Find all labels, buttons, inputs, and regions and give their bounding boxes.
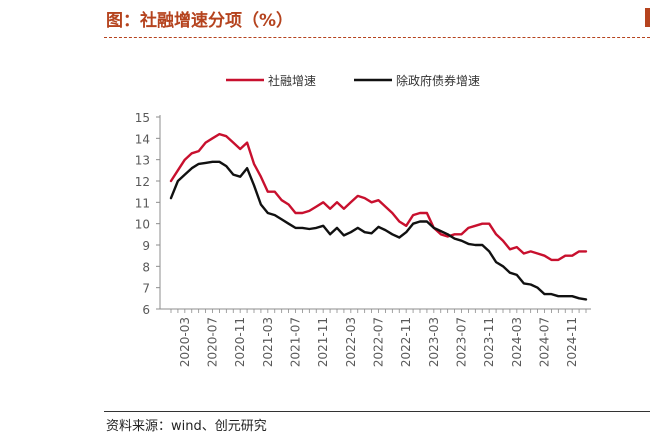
y-tick-label: 10 [135, 218, 150, 232]
series-line-2 [169, 160, 588, 301]
x-tick-label: 2022-11 [399, 317, 413, 367]
y-tick-label: 12 [135, 175, 150, 189]
x-tick-label: 2024-11 [565, 317, 579, 367]
chart-series [169, 132, 588, 301]
y-tick-label: 15 [135, 111, 150, 125]
x-tick-label: 2020-11 [233, 317, 247, 367]
y-tick-label: 7 [142, 282, 150, 296]
x-tick-label: 2021-11 [316, 317, 330, 367]
x-tick-label: 2022-03 [344, 317, 358, 367]
y-tick-label: 9 [142, 239, 150, 253]
x-tick-label: 2021-07 [289, 317, 303, 367]
y-tick-label: 14 [135, 132, 150, 146]
footer-divider [104, 411, 650, 412]
x-tick-label: 2024-03 [510, 317, 524, 367]
x-tick-label: 2022-07 [372, 317, 386, 367]
y-tick-label: 11 [135, 196, 150, 210]
x-tick-label: 2024-07 [538, 317, 552, 367]
x-tick-label: 2023-03 [427, 317, 441, 367]
series-line-1 [169, 132, 588, 262]
x-tick-label: 2020-03 [178, 317, 192, 367]
x-tick-label: 2023-11 [482, 317, 496, 367]
chart-axes: 6 7 8 9 10 11 12 13 14 15 2020-03 2020-07 2020-11 202… [135, 111, 591, 367]
figure-title: 图：社融增速分项（%） [106, 11, 294, 31]
title-divider [104, 37, 650, 38]
y-tick-label: 13 [135, 154, 150, 168]
y-tick-label: 8 [142, 260, 150, 274]
legend-label-2: 除政府债券增速 [396, 73, 480, 88]
y-tick-label: 6 [142, 303, 150, 317]
legend-label-1: 社融增速 [268, 73, 316, 88]
source-note: 资料来源：wind、创元研究 [106, 419, 267, 434]
x-tick-label: 2023-07 [455, 317, 469, 367]
x-tick-label: 2021-03 [261, 317, 275, 367]
edge-marker [645, 8, 650, 27]
x-tick-label: 2020-07 [206, 317, 220, 367]
chart-legend: 社融增速 除政府债券增速 [226, 73, 480, 88]
